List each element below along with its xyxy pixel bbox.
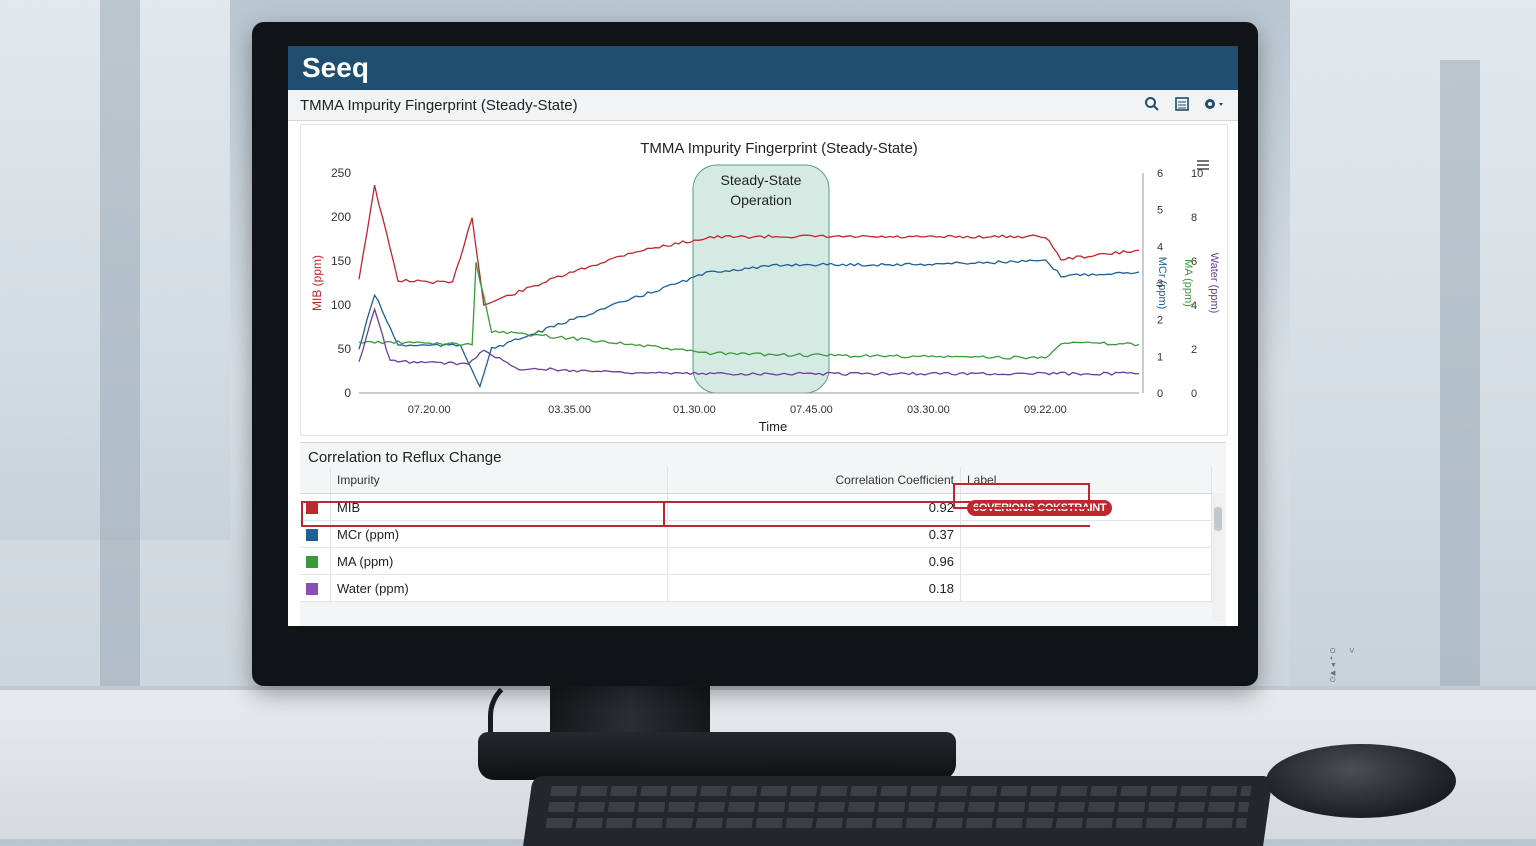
y-axis-label-right1: MCr (ppm) [1156, 257, 1168, 310]
keyboard-row [547, 802, 1250, 812]
row-color-cell [300, 547, 331, 575]
x-axis-label: Time [759, 419, 787, 434]
series-color-swatch [306, 529, 318, 542]
hamburger-icon[interactable] [1197, 160, 1209, 170]
monitor-cable [488, 676, 548, 746]
mib-row-highlight-band [665, 501, 1090, 527]
row-color-cell [300, 520, 331, 548]
y-axis-label-right3: Water (ppm) [1208, 253, 1220, 314]
x-tick-label: 03.35.00 [548, 404, 591, 416]
row-label-cell [960, 547, 1212, 575]
monitor-buttons[interactable]: OV ◐ ▼ ◀ ⏻ [1330, 648, 1369, 684]
trend-chart-panel: TMMA Impurity Fingerprint (Steady-State)… [300, 124, 1228, 436]
y-tick-label-right1: 0 [1157, 388, 1163, 400]
swatch-header [300, 467, 331, 494]
app-screen: Seeq TMMA Impurity Fingerprint (Steady-S… [288, 46, 1238, 626]
annotation-text-line1: Steady-State [721, 172, 802, 188]
impurity-name: MA (ppm) [330, 547, 668, 575]
trend-chart[interactable]: TMMA Impurity Fingerprint (Steady-State)… [301, 125, 1227, 435]
x-tick-label: 09.22.00 [1024, 404, 1067, 416]
y-tick-label-left: 150 [331, 254, 351, 268]
y-tick-label-left: 100 [331, 298, 351, 312]
computer-mouse [1266, 744, 1456, 818]
y-tick-label-left: 0 [344, 386, 351, 400]
x-tick-label: 07.45.00 [790, 404, 833, 416]
worksheet-title: TMMA Impurity Fingerprint (Steady-State) [300, 97, 578, 114]
desk-edge [0, 686, 1536, 692]
correlation-title: Correlation to Reflux Change [308, 449, 502, 466]
gear-icon[interactable] [1202, 96, 1226, 115]
x-tick-label: 07.20.00 [408, 404, 451, 416]
x-tick-label: 03.30.00 [907, 404, 950, 416]
y-tick-label-right2: 8 [1191, 212, 1197, 224]
x-tick-label: 01.30.00 [673, 404, 716, 416]
table-scrollbar[interactable] [1212, 493, 1224, 621]
top-nav-bar: Seeq [288, 46, 1238, 90]
correlation-row[interactable]: Water (ppm) 0.18 [300, 574, 1212, 602]
keyboard [523, 776, 1273, 846]
chart-title: TMMA Impurity Fingerprint (Steady-State) [640, 140, 918, 157]
list-icon[interactable] [1174, 96, 1190, 115]
correlation-table: Impurity Correlation Coefficient Label M… [300, 467, 1212, 602]
correlation-coefficient: 0.18 [667, 574, 961, 602]
correlation-row[interactable]: MA (ppm) 0.96 [300, 547, 1212, 575]
impurity-name: MIB [330, 493, 668, 521]
correlation-coefficient: 0.96 [667, 547, 961, 575]
correlation-row[interactable]: MIB 0.92 6OVERIONS COKSTRAINT [300, 493, 1212, 521]
search-icon[interactable] [1144, 96, 1160, 115]
impurity-name: Water (ppm) [330, 574, 668, 602]
y-tick-label-right1: 3 [1157, 278, 1163, 290]
correlation-panel: Correlation to Reflux Change Impurity Co… [300, 442, 1226, 626]
y-tick-label-right2: 6 [1191, 256, 1197, 268]
worksheet-titlebar: TMMA Impurity Fingerprint (Steady-State) [288, 90, 1238, 121]
row-color-cell [300, 493, 331, 521]
series-line-ma [358, 261, 1140, 360]
y-tick-label-right1: 4 [1157, 241, 1163, 253]
keyboard-row [550, 786, 1252, 796]
y-tick-label-left: 200 [331, 210, 351, 224]
seeq-logo[interactable]: Seeq [302, 52, 369, 83]
y-tick-label-right2: 4 [1191, 300, 1197, 312]
label-highlight-frame [953, 483, 1090, 509]
y-tick-label-right1: 1 [1157, 351, 1163, 363]
keyboard-row [545, 818, 1248, 828]
y-tick-label-right1: 5 [1157, 205, 1163, 217]
annotation-text-line2: Operation [730, 192, 791, 208]
series-color-swatch [306, 556, 318, 569]
series-color-swatch [306, 502, 318, 515]
y-axis-label-right2: MA (ppm) [1182, 259, 1194, 307]
label-header[interactable]: Label [960, 467, 1212, 494]
background-window-right [1290, 0, 1536, 690]
row-color-cell [300, 574, 331, 602]
series-line-water [358, 307, 1140, 376]
y-tick-label-right2: 10 [1191, 168, 1203, 180]
monitor-stand-base [478, 732, 956, 780]
coefficient-header[interactable]: Correlation Coefficient [667, 467, 961, 494]
y-tick-label-right1: 2 [1157, 315, 1163, 327]
impurity-name: MCr (ppm) [330, 520, 668, 548]
y-tick-label-left: 50 [338, 342, 352, 356]
y-tick-label-right2: 2 [1191, 344, 1197, 356]
series-line-mib [358, 184, 1140, 306]
correlation-coefficient: 0.92 [667, 493, 961, 521]
scrollbar-thumb[interactable] [1214, 507, 1222, 531]
y-axis-label-left: MIB (ppm) [310, 255, 324, 311]
series-color-swatch [306, 583, 318, 596]
y-tick-label-right2: 0 [1191, 388, 1197, 400]
series-line-mcr [358, 259, 1140, 389]
y-tick-label-left: 250 [331, 166, 351, 180]
row-label-cell [960, 574, 1212, 602]
y-tick-label-right1: 6 [1157, 168, 1163, 180]
background-pillar [100, 0, 140, 690]
impurity-header[interactable]: Impurity [330, 467, 668, 494]
background-pillar-right [1440, 60, 1480, 690]
